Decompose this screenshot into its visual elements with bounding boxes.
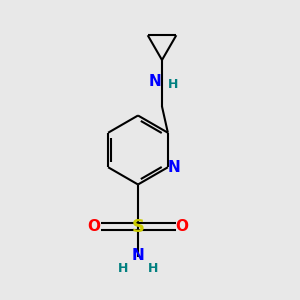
Text: S: S (131, 218, 145, 236)
Text: H: H (148, 262, 158, 275)
Text: N: N (132, 248, 144, 262)
Text: N: N (168, 160, 181, 175)
Text: O: O (87, 219, 101, 234)
Text: O: O (176, 219, 189, 234)
Text: H: H (168, 77, 178, 91)
Text: H: H (118, 262, 128, 275)
Text: N: N (148, 74, 161, 88)
